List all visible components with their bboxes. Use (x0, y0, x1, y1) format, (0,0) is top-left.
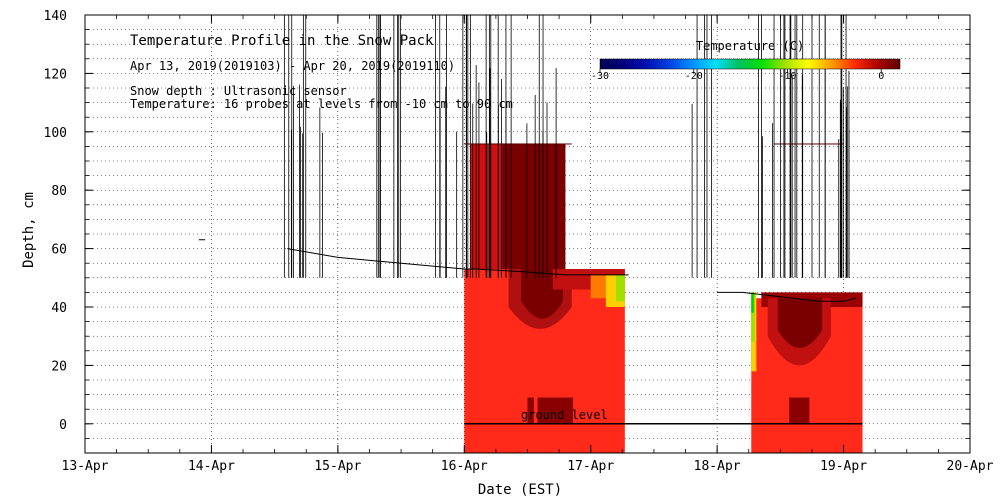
temperature-top-edge-1 (464, 143, 572, 145)
y-tick-label: 140 (44, 9, 67, 24)
temperature-cell-ground-a (527, 397, 534, 424)
snow-depth-series (198, 239, 857, 302)
x-tick-label: 16-Apr (441, 459, 488, 474)
temperature-cell-ground-c (789, 397, 810, 424)
colorbar: Temperature (C) -30 -20 -10 0 (591, 39, 901, 82)
y-tick-label: 60 (51, 243, 67, 258)
note-snow-depth-sensor: Snow depth : Ultrasonic sensor (130, 84, 347, 98)
y-tick-label: 100 (44, 126, 67, 141)
temperature-cell-plume-core (521, 269, 563, 319)
colorbar-ticks: -30 -20 -10 0 (591, 69, 884, 82)
x-tick-label: 20-Apr (947, 459, 994, 474)
x-tick-label: 14-Apr (188, 459, 235, 474)
x-tick-label: 17-Apr (567, 459, 614, 474)
y-axis-title: Depth, cm (21, 192, 37, 268)
y-tick-label: 20 (51, 359, 67, 374)
snow-depth-line (198, 239, 863, 425)
x-tick-label: 19-Apr (820, 459, 867, 474)
chart-title: Temperature Profile in the Snow Pack (130, 33, 434, 49)
axes (84, 14, 971, 454)
temperature-cell-edge2-dkgreen (751, 292, 754, 313)
y-tick-label: 120 (44, 67, 67, 82)
temperature-top-edge-2 (774, 143, 844, 145)
colorbar-gradient (599, 58, 901, 70)
colorbar-tick-label: 0 (878, 71, 884, 82)
tick-labels: 13-Apr 14-Apr 15-Apr 16-Apr 17-Apr 18-Apr 19-A… (44, 9, 994, 474)
chart-subtitle: Apr 13, 2019(2019103) - Apr 20, 2019(201… (130, 59, 455, 73)
ground-level-label: ground level (521, 408, 608, 422)
temperature-cell-plume-2-core (777, 298, 823, 348)
y-tick-label: 0 (59, 418, 67, 433)
temperature-heatmap (464, 143, 863, 453)
note-temperature-probes: Temperature: 16 probes at levels from -1… (130, 97, 513, 111)
x-tick-label: 15-Apr (314, 459, 361, 474)
x-axis-title: Date (EST) (478, 482, 562, 498)
temperature-cell-edge-green (616, 274, 625, 302)
x-tick-label: 13-Apr (62, 459, 109, 474)
colorbar-tick-label: -30 (591, 71, 609, 82)
temperature-cell-ground-b (537, 397, 574, 424)
temperature-cell-edge2-green (751, 292, 756, 343)
temperature-cell-dark-top (502, 143, 566, 270)
colorbar-title: Temperature (C) (696, 39, 804, 53)
colorbar-tick-label: -20 (685, 71, 703, 82)
y-tick-label: 80 (51, 184, 67, 199)
x-tick-label: 18-Apr (694, 459, 741, 474)
colorbar-tick-label: -10 (778, 71, 796, 82)
y-tick-label: 40 (51, 301, 67, 316)
